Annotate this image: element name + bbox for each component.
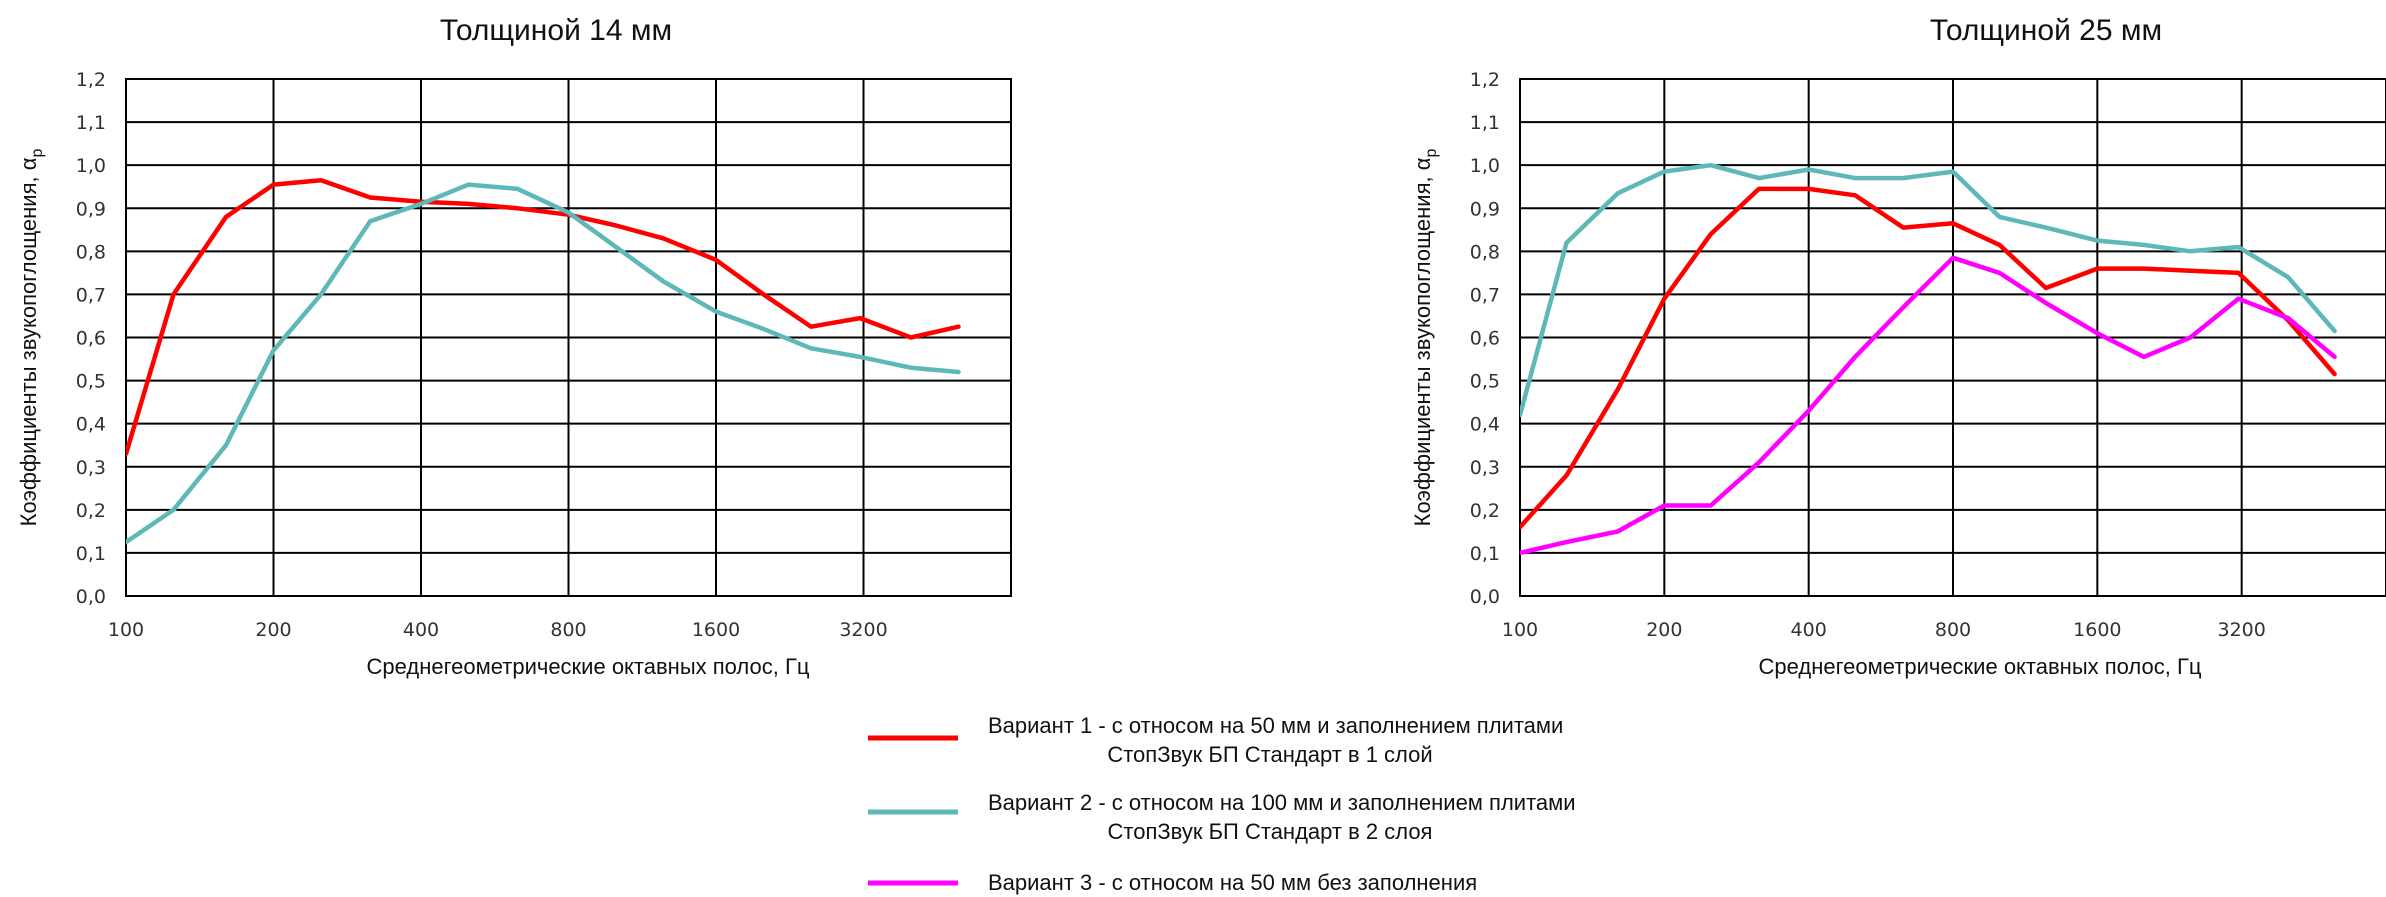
x-tick-label: 800 [1935,619,1971,641]
y-tick-label: 0,7 [1470,284,1500,306]
y-tick-label: 1,0 [76,155,106,177]
x-tick-label: 400 [403,619,439,641]
y-tick-label: 0,2 [1470,500,1500,522]
x-tick-label: 200 [1646,619,1682,641]
y-tick-label: 0,0 [76,586,106,608]
panel-14mm: 0,0 0,1 0,2 0,3 0,4 0,5 0,6 0,7 0,8 0,9 1,0 1,1 1,2 1… [16,14,1012,679]
legend: Вариант 1 - с относом на 50 мм и заполне… [868,713,1576,895]
x-tick-label: 800 [550,619,586,641]
x-tick-label: 1600 [2073,619,2121,641]
legend-label-line1: Вариант 3 - с относом на 50 мм без запол… [988,870,1477,895]
y-tick-label: 0,3 [76,457,106,479]
y-tick-label: 1,1 [1470,112,1500,134]
legend-item-variant-3: Вариант 3 - с относом на 50 мм без запол… [868,870,1477,895]
y-tick-label: 0,3 [1470,457,1500,479]
legend-item-variant-1: Вариант 1 - с относом на 50 мм и заполне… [868,713,1563,767]
y-tick-label: 0,0 [1470,586,1500,608]
x-tick-label: 200 [255,619,291,641]
y-tick-label: 1,2 [76,69,106,91]
y-tick-label: 0,6 [76,328,106,350]
y-axis-title-main: Коэффициенты звукопоглощения, α [1410,157,1435,526]
legend-item-variant-2: Вариант 2 - с относом на 100 мм и заполн… [868,790,1576,844]
y-tick-label: 0,5 [1470,371,1500,393]
series-line-variant-2 [1520,162,2337,418]
y-tick-label: 1,1 [76,112,106,134]
y-tick-label: 0,7 [76,284,106,306]
series-line-variant-1 [1520,186,2337,530]
x-tick-label: 1600 [692,619,740,641]
y-tick-label: 1,2 [1470,69,1500,91]
y-axis-title-subscript: p [29,149,46,158]
panel-25mm: 0,0 0,1 0,2 0,3 0,4 0,5 0,6 0,7 0,8 0,9 1,0 1,1 1,2 1… [1410,14,2386,679]
y-tick-label: 0,1 [76,543,106,565]
y-tick-label: 0,6 [1470,328,1500,350]
y-tick-label: 0,8 [76,241,106,263]
legend-label-line2: СтопЗвук БП Стандарт в 1 слой [1107,742,1432,767]
x-tick-label: 3200 [2217,619,2265,641]
y-axis-title-subscript: p [1423,149,1440,158]
y-axis-title: Коэффициенты звукопоглощения, αp [16,149,46,527]
x-tick-label: 3200 [839,619,887,641]
x-tick-label: 100 [108,619,144,641]
x-tick-label: 400 [1791,619,1827,641]
panel-title: Толщиной 25 мм [1930,14,2162,47]
legend-label-line1: Вариант 1 - с относом на 50 мм и заполне… [988,713,1563,738]
x-axis-title: Среднегеометрические октавных полос, Гц [367,654,810,679]
y-tick-label: 0,5 [76,371,106,393]
y-tick-label: 0,2 [76,500,106,522]
x-axis-title: Среднегеометрические октавных полос, Гц [1759,654,2202,679]
y-tick-label: 1,0 [1470,155,1500,177]
panel-title: Толщиной 14 мм [440,14,672,47]
y-tick-label: 0,9 [1470,198,1500,220]
y-tick-label: 0,1 [1470,543,1500,565]
legend-label-line1: Вариант 2 - с относом на 100 мм и заполн… [988,790,1576,815]
legend-label-line2: СтопЗвук БП Стандарт в 2 слоя [1108,819,1433,844]
y-tick-label: 0,4 [1470,414,1500,436]
y-axis-title: Коэффициенты звукопоглощения, αp [1410,149,1440,527]
y-tick-label: 0,9 [76,198,106,220]
series-line-variant-3 [1520,255,2337,556]
y-axis-title-main: Коэффициенты звукопоглощения, α [16,157,41,526]
series-line-variant-1 [126,177,961,457]
y-tick-label: 0,8 [1470,241,1500,263]
x-tick-label: 100 [1502,619,1538,641]
series-line-variant-2 [126,182,961,545]
y-tick-label: 0,4 [76,414,106,436]
